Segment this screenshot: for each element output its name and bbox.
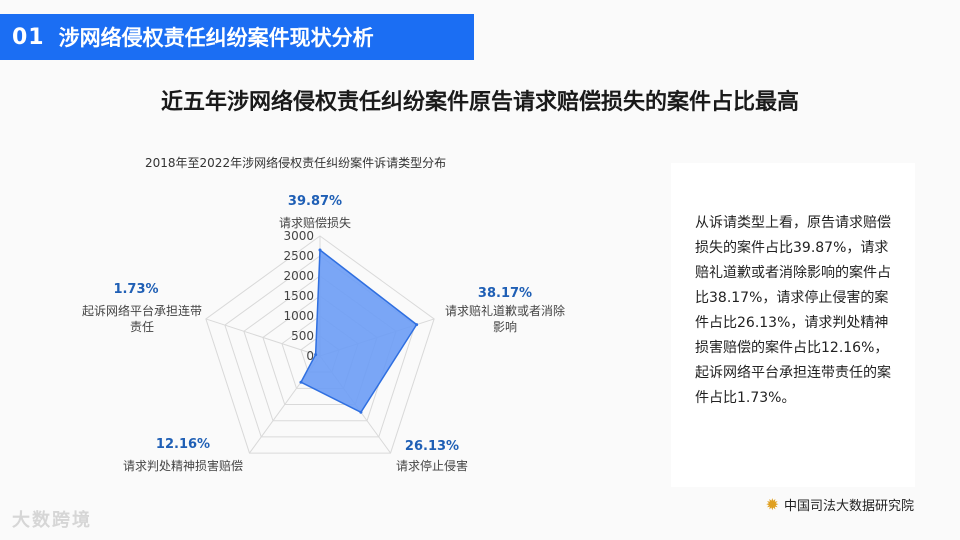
radar-point-3	[299, 380, 303, 384]
category-label-4: 起诉网络平台承担连带责任	[81, 304, 202, 334]
category-label-1: 请求赔礼道歉或者消除影响	[444, 304, 565, 334]
category-label-0: 请求赔偿损失	[278, 216, 351, 230]
pct-label-0: 39.87%	[287, 194, 343, 209]
watermark: 大数跨境	[12, 510, 92, 531]
radar-data-area	[299, 248, 418, 414]
sun-logo-icon: ✹	[765, 495, 779, 514]
radar-tick-label: 1000	[283, 309, 314, 323]
summary-textbox: 从诉请类型上看，原告请求赔偿损失的案件占比39.87%，请求赔礼道歉或者消除影响…	[671, 163, 915, 487]
radar-tick-label: 2500	[283, 249, 314, 263]
category-label-3: 请求判处精神损害赔偿	[122, 459, 243, 473]
category-label-2: 请求停止侵害	[395, 459, 468, 473]
source-label: 中国司法大数据研究院	[783, 499, 914, 514]
pct-label-3: 12.16%	[155, 437, 211, 452]
chart-title: 2018年至2022年涉网络侵权责任纠纷案件诉请类型分布	[145, 156, 447, 170]
pct-label-1: 38.17%	[477, 286, 533, 301]
radar-tick-label: 2000	[283, 269, 314, 283]
radar-tick-label: 500	[291, 329, 314, 343]
radar-point-0	[318, 248, 322, 252]
radar-tick-label: 3000	[283, 229, 314, 243]
radar-point-2	[359, 410, 363, 414]
radar-grid-ring-6	[205, 235, 435, 454]
radar-spoke-4	[205, 318, 321, 357]
slide-headline: 近五年涉网络侵权责任纠纷案件原告请求赔偿损失的案件占比最高	[160, 90, 799, 115]
radar-point-4	[314, 353, 318, 357]
radar-chart: 0 500 1000 1500 2000 2500 3000	[205, 229, 435, 454]
pct-label-4: 1.73%	[113, 282, 159, 297]
section-header: 01 涉网络侵权责任纠纷案件现状分析	[0, 14, 474, 60]
source-credit: ✹ 中国司法大数据研究院	[766, 495, 914, 514]
section-number: 01	[12, 24, 45, 50]
radar-tick-label: 1500	[283, 289, 314, 303]
pct-label-2: 26.13%	[404, 439, 460, 454]
radar-point-1	[415, 323, 419, 327]
section-title: 涉网络侵权责任纠纷案件现状分析	[58, 26, 374, 50]
radar-tick-label: 0	[306, 349, 314, 363]
summary-text: 从诉请类型上看，原告请求赔偿损失的案件占比39.87%，请求赔礼道歉或者消除影响…	[695, 215, 891, 406]
